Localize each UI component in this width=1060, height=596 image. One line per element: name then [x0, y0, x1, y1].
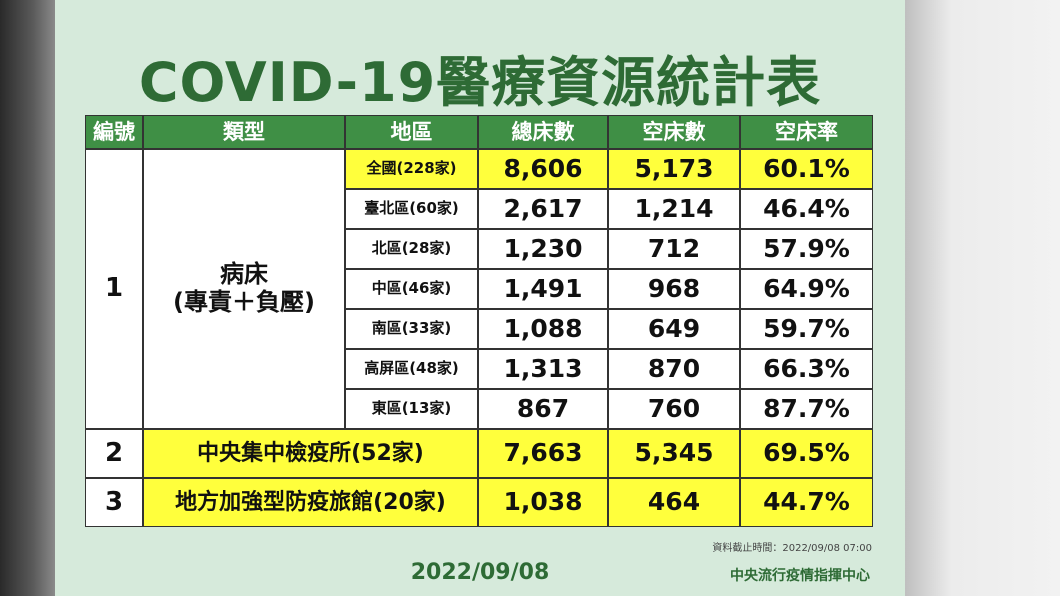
header-cell: 編號 [85, 115, 143, 149]
id-cell: 2 [85, 429, 143, 478]
value-cell: 8,606 [478, 149, 608, 189]
id-cell: 3 [85, 478, 143, 527]
line: 病床 [220, 260, 268, 289]
value-cell: 1,214 [608, 189, 740, 229]
value-cell: 87.7% [740, 389, 873, 429]
value-cell: 1,230 [478, 229, 608, 269]
header-cell: 空床數 [608, 115, 740, 149]
value-cell: 44.7% [740, 478, 873, 527]
value-cell: 867 [478, 389, 608, 429]
type-cell: 病床 (專責＋負壓) [143, 149, 345, 429]
value-cell: 64.9% [740, 269, 873, 309]
region-cell: 南區(33家) [345, 309, 478, 349]
id-cell: 1 [85, 149, 143, 429]
line: (專責＋負壓) [173, 288, 315, 316]
value-cell: 2,617 [478, 189, 608, 229]
value-cell: 57.9% [740, 229, 873, 269]
region-cell: 臺北區(60家) [345, 189, 478, 229]
date: 2022/09/08 [410, 560, 550, 585]
header-cell: 空床率 [740, 115, 873, 149]
region-cell: 高屏區(48家) [345, 349, 478, 389]
value-cell: 60.1% [740, 149, 873, 189]
header-cell: 類型 [143, 115, 345, 149]
blurred-edge [905, 0, 1060, 596]
value-cell: 46.4% [740, 189, 873, 229]
value-cell: 59.7% [740, 309, 873, 349]
value-cell: 1,491 [478, 269, 608, 309]
value-cell: 464 [608, 478, 740, 527]
value-cell: 7,663 [478, 429, 608, 478]
value-cell: 649 [608, 309, 740, 349]
value-cell: 712 [608, 229, 740, 269]
value-cell: 1,088 [478, 309, 608, 349]
value-cell: 760 [608, 389, 740, 429]
value-cell: 1,038 [478, 478, 608, 527]
title: COVID-19醫療資源統計表 [138, 51, 822, 114]
blurred-edge [0, 0, 55, 596]
header-cell: 總床數 [478, 115, 608, 149]
region-cell: 北區(28家) [345, 229, 478, 269]
value-cell: 870 [608, 349, 740, 389]
region-cell: 全國(228家) [345, 149, 478, 189]
region-cell: 中區(46家) [345, 269, 478, 309]
type-cell: 地方加強型防疫旅館(20家) [143, 478, 478, 527]
value-cell: 5,345 [608, 429, 740, 478]
note: 資料截止時間：2022/09/08 07:00 [712, 543, 872, 554]
value-cell: 66.3% [740, 349, 873, 389]
org: 中央流行疫情指揮中心 [730, 568, 870, 584]
value-cell: 968 [608, 269, 740, 309]
value-cell: 1,313 [478, 349, 608, 389]
type-cell: 中央集中檢疫所(52家) [143, 429, 478, 478]
header-cell: 地區 [345, 115, 478, 149]
value-cell: 5,173 [608, 149, 740, 189]
value-cell: 69.5% [740, 429, 873, 478]
region-cell: 東區(13家) [345, 389, 478, 429]
